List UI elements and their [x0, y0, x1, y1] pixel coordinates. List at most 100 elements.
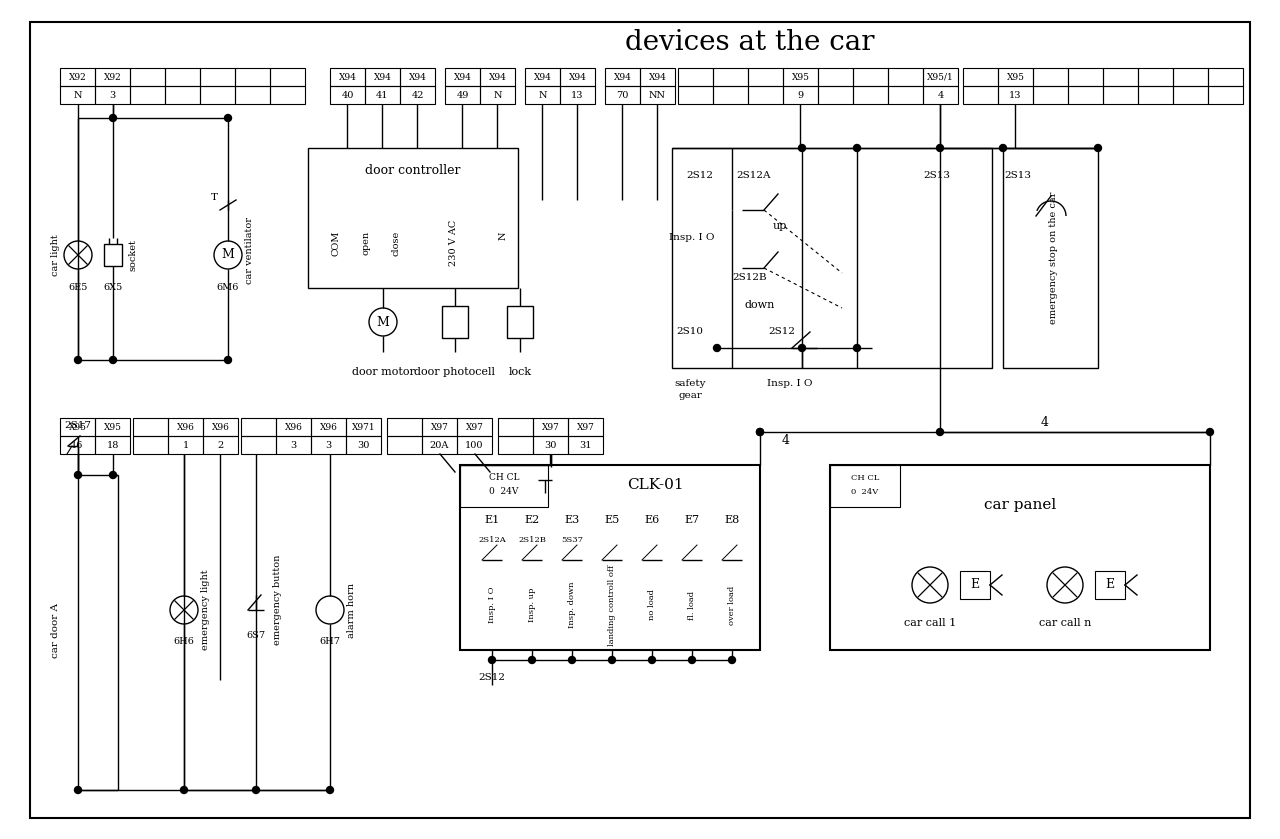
Text: X96: X96 [211, 423, 229, 431]
Bar [387, 436, 422, 454]
Bar [678, 86, 713, 104]
Text: 16: 16 [72, 440, 83, 450]
Text: 2S12A: 2S12A [737, 171, 772, 180]
Bar [923, 86, 957, 104]
Bar [60, 86, 95, 104]
Bar [365, 68, 399, 86]
Bar [783, 86, 818, 104]
Text: 13: 13 [1009, 91, 1021, 100]
Circle shape [756, 429, 763, 435]
Text: 4: 4 [782, 434, 790, 446]
Circle shape [854, 144, 860, 152]
Text: 2S13: 2S13 [1005, 171, 1032, 180]
Text: gear: gear [678, 392, 701, 400]
Text: X96: X96 [284, 423, 302, 431]
Text: X971: X971 [352, 423, 375, 431]
Text: X95: X95 [69, 423, 87, 431]
Circle shape [110, 114, 116, 122]
Text: X94: X94 [649, 72, 667, 81]
Bar [1103, 68, 1138, 86]
Text: 31: 31 [580, 440, 591, 450]
Text: door photocell: door photocell [415, 367, 495, 377]
Bar [204, 418, 238, 436]
Bar [923, 68, 957, 86]
Bar [713, 86, 748, 104]
Bar [1138, 86, 1172, 104]
Circle shape [326, 786, 334, 794]
Bar [95, 436, 131, 454]
Text: CH CL: CH CL [489, 472, 520, 482]
Text: 4: 4 [937, 91, 943, 100]
Bar [133, 418, 168, 436]
Bar [95, 68, 131, 86]
Bar [204, 436, 238, 454]
Circle shape [799, 144, 805, 152]
Text: no load: no load [648, 590, 657, 621]
Bar [640, 68, 675, 86]
Text: car door A: car door A [51, 602, 60, 658]
Bar [133, 436, 168, 454]
Text: X94: X94 [489, 72, 507, 81]
Text: lock: lock [508, 367, 531, 377]
Text: X95/1: X95/1 [927, 72, 954, 81]
Bar [460, 465, 760, 650]
Bar [200, 86, 236, 104]
Bar [525, 68, 561, 86]
Text: Insp. I O: Insp. I O [488, 586, 497, 623]
Text: X94: X94 [374, 72, 392, 81]
Bar [1094, 571, 1125, 599]
Text: X94: X94 [408, 72, 426, 81]
Circle shape [728, 656, 736, 664]
Bar [241, 436, 276, 454]
Bar [1172, 68, 1208, 86]
Text: M: M [376, 315, 389, 329]
Bar [60, 418, 95, 436]
Bar [131, 68, 165, 86]
Circle shape [649, 656, 655, 664]
Bar [605, 68, 640, 86]
Text: safety: safety [675, 379, 705, 388]
Bar [460, 465, 548, 507]
Bar [422, 436, 457, 454]
Bar [200, 68, 236, 86]
Bar [818, 86, 852, 104]
Text: car ventilator: car ventilator [246, 216, 255, 284]
Bar [60, 68, 95, 86]
Text: X95: X95 [791, 72, 809, 81]
Circle shape [252, 786, 260, 794]
Bar [168, 436, 204, 454]
Circle shape [689, 656, 695, 664]
Text: 2S12: 2S12 [768, 326, 795, 336]
Circle shape [756, 429, 763, 435]
Bar [308, 148, 518, 288]
Text: 2S12B: 2S12B [518, 536, 547, 544]
Bar [829, 465, 900, 507]
Text: X92: X92 [69, 72, 86, 81]
Bar [783, 68, 818, 86]
Bar [165, 68, 200, 86]
Text: 42: 42 [411, 91, 424, 100]
Circle shape [608, 656, 616, 664]
Text: E: E [970, 579, 979, 591]
Circle shape [529, 656, 535, 664]
Bar [963, 86, 998, 104]
Text: 2: 2 [218, 440, 224, 450]
Bar [346, 436, 381, 454]
Text: E6: E6 [644, 515, 659, 525]
Bar [95, 418, 131, 436]
Text: E3: E3 [564, 515, 580, 525]
Bar [998, 68, 1033, 86]
Bar [1068, 86, 1103, 104]
Bar [346, 418, 381, 436]
Text: 100: 100 [465, 440, 484, 450]
Bar [818, 68, 852, 86]
Text: M: M [221, 248, 234, 262]
Text: 18: 18 [106, 440, 119, 450]
Circle shape [224, 114, 232, 122]
Text: open: open [361, 231, 370, 255]
Text: X94: X94 [339, 72, 356, 81]
Text: E8: E8 [724, 515, 740, 525]
Text: 6M6: 6M6 [216, 283, 239, 291]
Bar [445, 86, 480, 104]
Text: N: N [498, 232, 507, 240]
